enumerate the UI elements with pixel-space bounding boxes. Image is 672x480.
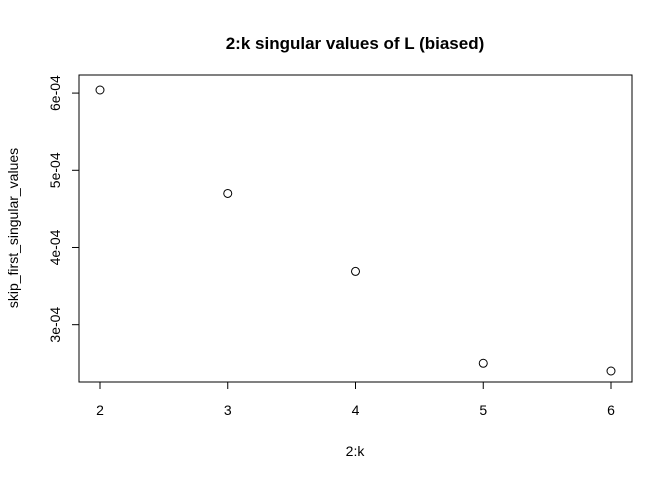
y-axis: 3e-04 4e-04 5e-04 6e-04 [47,75,80,343]
x-tick-label: 5 [479,402,487,418]
data-point [606,366,616,376]
data-point [351,266,360,276]
plot-frame [78,74,633,383]
y-axis-label: skip_first_singular_values [5,148,21,308]
x-tick-label: 6 [607,402,615,418]
x-axis: 2 3 4 5 6 [96,381,615,418]
x-tick-label: 2 [96,402,104,418]
x-axis-label: 2:k [346,443,366,459]
x-tick-label: 3 [224,402,232,418]
y-tick-label: 5e-04 [47,152,63,188]
y-tick-label: 6e-04 [47,75,63,111]
data-point [478,358,488,368]
data-points [95,85,616,376]
data-point [223,188,233,198]
y-tick-label: 3e-04 [47,307,63,343]
chart-title: 2:k singular values of L (biased) [226,34,485,53]
data-point [95,85,105,95]
y-tick-label: 4e-04 [47,229,63,265]
x-tick-label: 4 [352,402,360,418]
